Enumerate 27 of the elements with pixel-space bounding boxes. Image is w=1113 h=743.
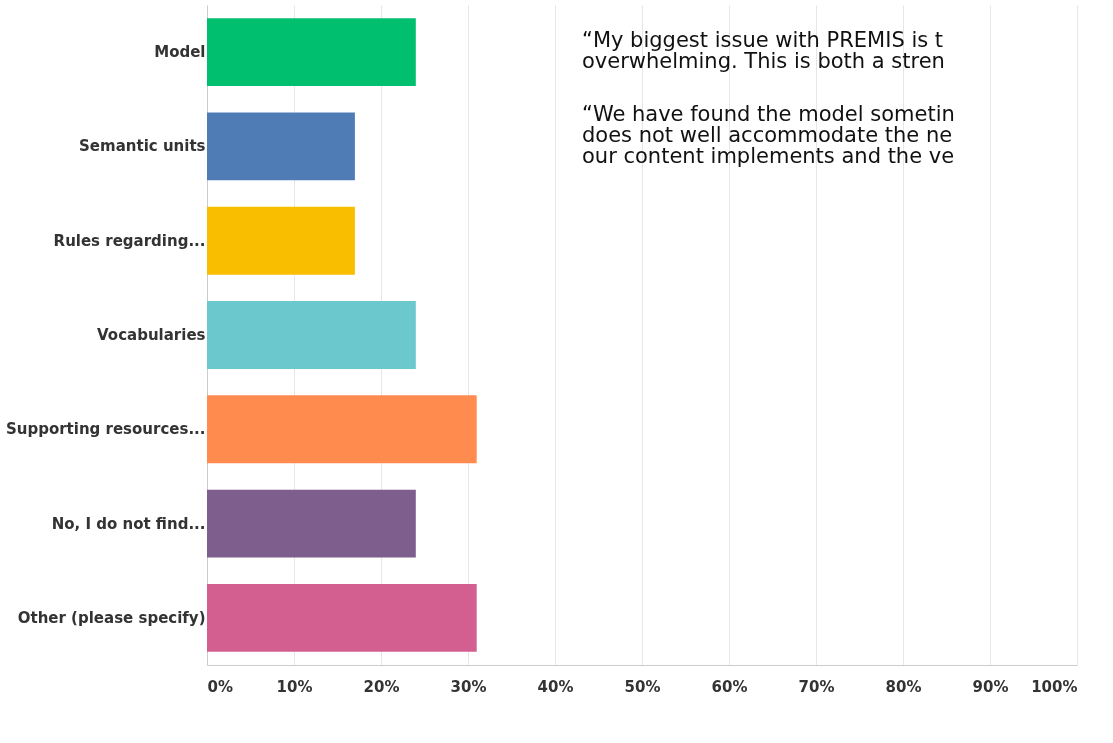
y-tick-label: No, I do not find... xyxy=(51,514,206,533)
bar xyxy=(207,301,416,369)
x-tick-label: 50% xyxy=(624,677,661,696)
x-tick-label: 90% xyxy=(972,677,1009,696)
bar xyxy=(207,395,477,464)
y-tick-label: Other (please specify) xyxy=(17,608,206,627)
x-tick-label: 70% xyxy=(798,677,835,696)
bar xyxy=(207,583,477,652)
x-tick-label: 30% xyxy=(450,677,487,696)
annotation: “My biggest issue with PREMIS is t overwhelming. This is both a stren xyxy=(582,28,945,73)
y-tick-label: Rules regarding... xyxy=(53,231,206,250)
x-tick-label: 10% xyxy=(276,677,313,696)
x-tick-label: 60% xyxy=(711,677,748,696)
x-tick-label: 20% xyxy=(363,677,400,696)
x-tick-label: 100% xyxy=(1031,677,1078,696)
bar xyxy=(207,18,416,87)
bar xyxy=(207,206,355,275)
y-tick-label: Model xyxy=(154,43,206,62)
y-tick-label: Supporting resources... xyxy=(5,420,206,439)
bar xyxy=(207,489,416,558)
x-tick-label: 0% xyxy=(207,677,233,696)
y-tick-label: Semantic units xyxy=(79,137,206,156)
annotation: “We have found the model sometin does not well accommodate the ne our content implements and the ve xyxy=(582,102,955,168)
bar xyxy=(207,112,355,181)
x-tick-label: 40% xyxy=(537,677,574,696)
x-tick-label: 80% xyxy=(885,677,922,696)
y-tick-label: Vocabularies xyxy=(97,326,206,344)
